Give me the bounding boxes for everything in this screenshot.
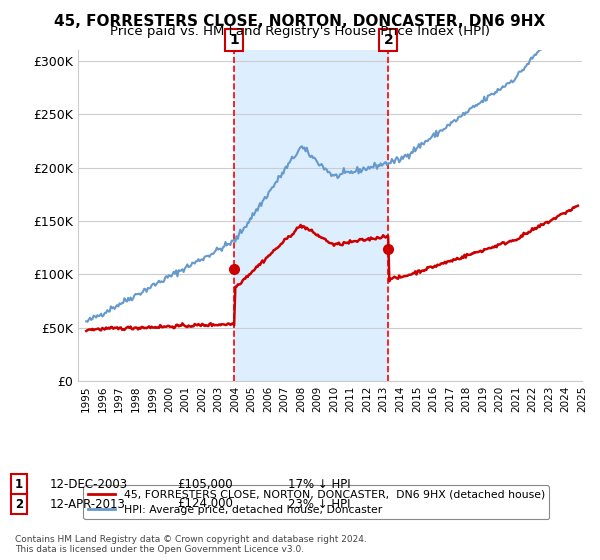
Text: 17% ↓ HPI: 17% ↓ HPI [288, 478, 350, 491]
Bar [234, 50, 388, 381]
Text: £124,000: £124,000 [177, 497, 233, 511]
Text: 45, FORRESTERS CLOSE, NORTON, DONCASTER, DN6 9HX: 45, FORRESTERS CLOSE, NORTON, DONCASTER,… [55, 14, 545, 29]
Text: 1: 1 [229, 33, 239, 47]
Text: 23% ↓ HPI: 23% ↓ HPI [288, 497, 350, 511]
Text: Contains HM Land Registry data © Crown copyright and database right 2024.
This d: Contains HM Land Registry data © Crown c… [15, 535, 367, 554]
Text: 12-APR-2013: 12-APR-2013 [49, 497, 125, 511]
Text: 2: 2 [15, 497, 23, 511]
Text: 2: 2 [383, 33, 393, 47]
Text: £105,000: £105,000 [177, 478, 233, 491]
Text: 12-DEC-2003: 12-DEC-2003 [49, 478, 127, 491]
Legend: 45, FORRESTERS CLOSE, NORTON, DONCASTER,  DN6 9HX (detached house), HPI: Average: 45, FORRESTERS CLOSE, NORTON, DONCASTER,… [83, 486, 549, 520]
Text: Price paid vs. HM Land Registry's House Price Index (HPI): Price paid vs. HM Land Registry's House … [110, 25, 490, 38]
Text: 1: 1 [15, 478, 23, 491]
